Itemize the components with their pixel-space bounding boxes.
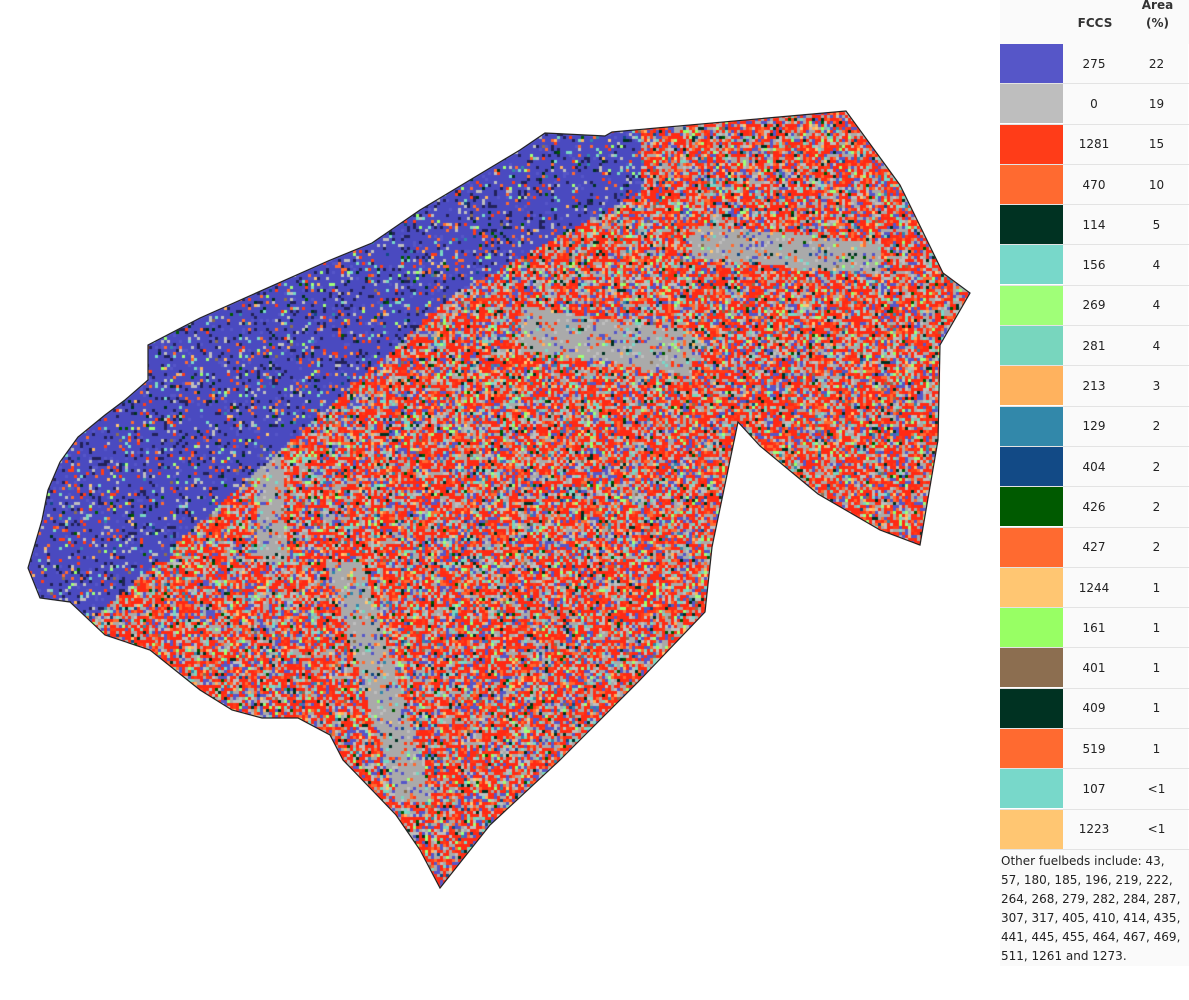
legend-area-value: 4 bbox=[1125, 285, 1188, 326]
legend-area-value: 4 bbox=[1125, 326, 1188, 366]
legend-swatch bbox=[1000, 446, 1063, 486]
legend-fccs-value: 269 bbox=[1063, 285, 1125, 326]
legend-area-value: 1 bbox=[1125, 648, 1188, 688]
legend-row: 1244 1 bbox=[1000, 567, 1189, 609]
legend-row: 269 4 bbox=[1000, 285, 1189, 327]
legend-row: 161 1 bbox=[1000, 608, 1189, 649]
legend-header: FCCS Area (%) bbox=[1000, 0, 1189, 44]
legend-swatch bbox=[1000, 285, 1063, 325]
legend-fccs-value: 156 bbox=[1063, 245, 1125, 285]
legend-fccs-value: 470 bbox=[1063, 164, 1125, 205]
legend-fccs-value: 427 bbox=[1063, 527, 1125, 567]
legend-fccs-value: 114 bbox=[1063, 205, 1125, 245]
legend-header-area: Area (%) bbox=[1141, 0, 1174, 30]
legend-row: 409 1 bbox=[1000, 688, 1189, 730]
legend-area-value: 1 bbox=[1125, 608, 1188, 648]
legend-note: Other fuelbeds include: 43, 57, 180, 185… bbox=[1000, 849, 1189, 966]
map-boundary bbox=[27, 110, 971, 890]
legend-row: 114 5 bbox=[1000, 205, 1189, 246]
fuelbed-map bbox=[0, 0, 995, 1000]
legend: FCCS Area (%) 275 22 0 19 1281 15 470 10 114 5 156… bbox=[1000, 0, 1189, 966]
legend-header-fccs: FCCS bbox=[1077, 16, 1113, 30]
legend-row: 213 3 bbox=[1000, 366, 1189, 407]
legend-fccs-value: 426 bbox=[1063, 487, 1125, 527]
legend-swatch bbox=[1000, 608, 1063, 648]
legend-area-value: 5 bbox=[1125, 205, 1188, 245]
legend-swatch bbox=[1000, 245, 1063, 285]
legend-area-value: 2 bbox=[1125, 527, 1188, 567]
legend-row: 0 19 bbox=[1000, 84, 1189, 125]
legend-fccs-value: 281 bbox=[1063, 326, 1125, 366]
legend-row: 401 1 bbox=[1000, 648, 1189, 689]
legend-fccs-value: 1223 bbox=[1063, 809, 1125, 849]
legend-fccs-value: 401 bbox=[1063, 648, 1125, 688]
legend-fccs-value: 1281 bbox=[1063, 124, 1125, 164]
legend-row: 470 10 bbox=[1000, 164, 1189, 206]
legend-swatch bbox=[1000, 205, 1063, 245]
legend-area-value: 2 bbox=[1125, 487, 1188, 527]
legend-swatch bbox=[1000, 729, 1063, 769]
legend-rows: 275 22 0 19 1281 15 470 10 114 5 156 4 269 4 281 4 213 3 1… bbox=[1000, 44, 1189, 850]
legend-row: 404 2 bbox=[1000, 446, 1189, 488]
legend-fccs-value: 107 bbox=[1063, 769, 1125, 809]
legend-area-value: 2 bbox=[1125, 446, 1188, 487]
legend-swatch bbox=[1000, 366, 1063, 406]
legend-fccs-value: 519 bbox=[1063, 729, 1125, 769]
legend-area-value: 19 bbox=[1125, 84, 1188, 124]
county-boundary bbox=[27, 110, 971, 890]
legend-area-value: 3 bbox=[1125, 366, 1188, 406]
legend-area-value: 22 bbox=[1125, 44, 1188, 84]
legend-row: 1281 15 bbox=[1000, 124, 1189, 165]
legend-area-value: 10 bbox=[1125, 164, 1188, 205]
legend-area-value: 1 bbox=[1125, 729, 1188, 769]
legend-swatch bbox=[1000, 769, 1063, 809]
legend-fccs-value: 409 bbox=[1063, 688, 1125, 729]
legend-swatch bbox=[1000, 527, 1063, 567]
legend-row: 129 2 bbox=[1000, 406, 1189, 447]
legend-area-value: 2 bbox=[1125, 406, 1188, 446]
legend-area-value: 15 bbox=[1125, 124, 1188, 164]
legend-area-value: <1 bbox=[1125, 809, 1188, 849]
legend-swatch bbox=[1000, 567, 1063, 607]
legend-row: 156 4 bbox=[1000, 245, 1189, 286]
legend-swatch bbox=[1000, 84, 1063, 124]
legend-fccs-value: 0 bbox=[1063, 84, 1125, 124]
legend-row: 1223 <1 bbox=[1000, 809, 1189, 850]
legend-fccs-value: 404 bbox=[1063, 446, 1125, 487]
legend-area-value: 1 bbox=[1125, 567, 1188, 608]
legend-area-value: 4 bbox=[1125, 245, 1188, 285]
legend-swatch bbox=[1000, 809, 1063, 849]
legend-row: 519 1 bbox=[1000, 729, 1189, 770]
legend-swatch bbox=[1000, 44, 1063, 83]
legend-row: 426 2 bbox=[1000, 487, 1189, 528]
legend-fccs-value: 161 bbox=[1063, 608, 1125, 648]
legend-fccs-value: 1244 bbox=[1063, 567, 1125, 608]
legend-swatch bbox=[1000, 164, 1063, 204]
legend-swatch bbox=[1000, 124, 1063, 164]
legend-area-value: <1 bbox=[1125, 769, 1188, 809]
legend-swatch bbox=[1000, 406, 1063, 446]
legend-row: 281 4 bbox=[1000, 326, 1189, 367]
legend-row: 427 2 bbox=[1000, 527, 1189, 568]
legend-fccs-value: 129 bbox=[1063, 406, 1125, 446]
legend-swatch bbox=[1000, 487, 1063, 527]
legend-row: 107 <1 bbox=[1000, 769, 1189, 810]
legend-swatch bbox=[1000, 648, 1063, 688]
legend-area-value: 1 bbox=[1125, 688, 1188, 729]
legend-swatch bbox=[1000, 326, 1063, 366]
legend-row: 275 22 bbox=[1000, 44, 1189, 85]
legend-fccs-value: 213 bbox=[1063, 366, 1125, 406]
legend-swatch bbox=[1000, 688, 1063, 728]
legend-fccs-value: 275 bbox=[1063, 44, 1125, 84]
